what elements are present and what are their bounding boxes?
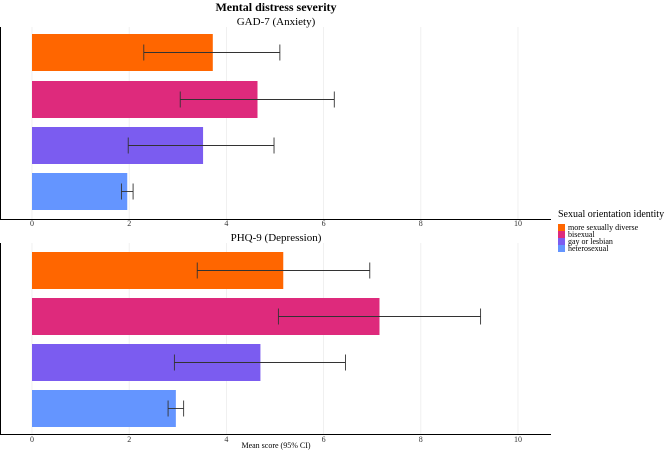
bar xyxy=(32,173,128,210)
legend-swatch xyxy=(558,224,565,231)
legend-label: bisexual xyxy=(568,230,595,239)
x-tick-label: 10 xyxy=(514,435,522,444)
x-tick-label: 4 xyxy=(224,219,228,228)
panel-title: PHQ-9 (Depression) xyxy=(231,232,322,244)
panel-title: GAD-7 (Anxiety) xyxy=(237,16,316,28)
x-tick-label: 0 xyxy=(30,435,34,444)
panel-phq9: PHQ-9 (Depression) 0 2 4 6 8 10 xyxy=(0,232,551,444)
legend-label: gay or lesbian xyxy=(568,237,613,246)
panel-gad7: GAD-7 (Anxiety) 0 2 4 6 8 10 xyxy=(0,16,551,228)
chart-title: Mental distress severity xyxy=(215,0,336,14)
legend-swatch xyxy=(558,245,565,252)
legend-swatch xyxy=(558,231,565,238)
x-tick-label: 2 xyxy=(127,219,131,228)
x-tick-label: 8 xyxy=(419,435,423,444)
x-tick-label: 8 xyxy=(419,219,423,228)
x-tick-label: 6 xyxy=(322,435,326,444)
x-tick-label: 0 xyxy=(30,219,34,228)
x-axis-title: Mean score (95% CI) xyxy=(241,441,310,450)
legend-title: Sexual orientation identity xyxy=(558,209,664,220)
bar xyxy=(32,390,176,427)
legend: Sexual orientation identity more sexuall… xyxy=(558,209,664,253)
legend-label: heterosexual xyxy=(568,244,609,253)
legend-label: more sexually diverse xyxy=(568,223,639,232)
x-tick-label: 6 xyxy=(322,219,326,228)
x-tick-label: 4 xyxy=(224,435,228,444)
legend-swatch xyxy=(558,238,565,245)
x-tick-label: 2 xyxy=(127,435,131,444)
x-tick-label: 10 xyxy=(514,219,522,228)
